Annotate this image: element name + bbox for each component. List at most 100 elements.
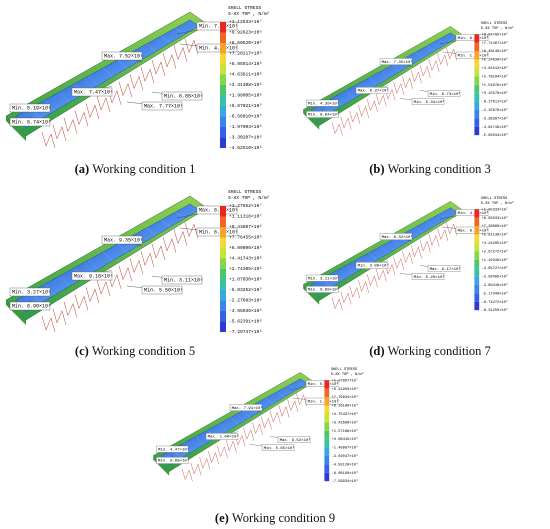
- mesh-line: [175, 27, 185, 35]
- support: [129, 74, 144, 91]
- legend-label: -2.03495×10⁶: [482, 275, 508, 280]
- mesh-line: [380, 71, 389, 79]
- annotation-box: [305, 397, 339, 405]
- colorbar-segment: [220, 43, 226, 54]
- caption: (e) Working condition 9: [215, 511, 335, 525]
- support: [140, 251, 155, 268]
- support: [85, 103, 100, 120]
- support: [129, 258, 144, 275]
- colorbar-segment: [474, 276, 480, 285]
- support: [419, 64, 431, 78]
- legend-label: -5.17349×10⁶: [482, 291, 508, 296]
- colorbar-segment: [474, 76, 480, 85]
- annotation: Max. 9.52×10⁶: [280, 437, 311, 443]
- annotation: Min. 5.34×10⁶: [414, 99, 445, 105]
- support: [162, 52, 177, 69]
- support: [428, 233, 440, 247]
- annotation: Min. 4.47×10⁶: [158, 447, 189, 453]
- support: [63, 301, 78, 318]
- legend-label: +4.24205×10⁶: [482, 241, 508, 246]
- colorbar-segment: [474, 259, 480, 269]
- legend-label: +9.31903×10⁶: [332, 387, 358, 392]
- colorbar-segment: [324, 447, 330, 456]
- annotation-box: [9, 103, 51, 113]
- support: [118, 81, 133, 98]
- annotation: Max. 8.37×10⁶: [358, 88, 389, 94]
- legend-label: +4.75437×10⁶: [332, 412, 358, 417]
- colorbar-segment: [220, 127, 226, 138]
- mesh-line: [438, 39, 447, 45]
- legend-label: +1.11316×10⁷: [229, 214, 262, 220]
- mesh-line: [88, 75, 99, 86]
- colorbar-segment: [474, 285, 480, 294]
- support: [367, 274, 378, 288]
- legend-label: +4.41743×10⁶: [229, 256, 262, 262]
- annotation: Min. 6.85×10⁶: [164, 94, 203, 100]
- legend-label: +1.07867×10⁷: [332, 378, 358, 383]
- annotation: Min. 5.19×10⁶: [12, 106, 51, 112]
- support: [367, 99, 378, 113]
- support: [340, 291, 352, 305]
- mesh-line: [219, 423, 227, 432]
- support: [184, 222, 199, 239]
- annotation-box: [277, 436, 311, 443]
- annotation: Max. 9.35×10⁶: [104, 238, 143, 244]
- colorbar-segment: [220, 22, 226, 33]
- legend-label: +1.54876×10⁶: [482, 83, 508, 88]
- support: [184, 38, 199, 55]
- colorbar-segment: [474, 59, 480, 68]
- colorbar-segment: [220, 290, 226, 301]
- support: [393, 257, 405, 270]
- annotation: Min. 0.88×10⁶: [308, 287, 339, 293]
- colorbar-segment: [220, 74, 226, 85]
- caption-text: Working condition 7: [388, 344, 491, 358]
- colorbar-segment: [220, 32, 226, 43]
- legend-title: S-XX TOP , N/m²: [228, 195, 270, 201]
- mesh-line: [88, 259, 99, 270]
- support: [41, 315, 56, 333]
- mesh-line: [102, 251, 113, 262]
- caption-text: Working condition 5: [92, 344, 195, 358]
- support: [151, 59, 166, 77]
- mesh-line: [146, 43, 156, 52]
- colorbar-segment: [220, 95, 226, 106]
- colorbar-segment: [220, 116, 226, 127]
- colorbar-segment: [474, 93, 480, 102]
- support: [63, 117, 78, 134]
- support: [173, 229, 188, 246]
- legend-label: +7.71467×10⁶: [482, 41, 508, 46]
- colorbar-segment: [474, 126, 480, 136]
- legend-label: +8.60520×10⁶: [229, 40, 262, 46]
- colorbar-segment: [474, 217, 480, 227]
- colorbar-segment: [474, 34, 480, 43]
- colorbar-segment: [220, 64, 226, 75]
- colorbar-segment: [220, 300, 226, 311]
- legend-title: SHELL STRESS: [228, 5, 261, 11]
- annotation: Max. 1.00×10⁶: [208, 434, 239, 440]
- annotation: Max. 7.47×10⁶: [74, 90, 113, 96]
- annotation: Min. 5.65×10⁶: [264, 445, 295, 451]
- support: [331, 297, 343, 311]
- caption: (c) Working condition 5: [75, 344, 195, 358]
- legend-label: +5.81136×10⁶: [482, 233, 508, 238]
- annotation-box: [161, 91, 203, 101]
- colorbar-segment: [220, 85, 226, 96]
- legend-label: -7.29747×10⁶: [229, 329, 262, 335]
- annotation: Max. 9.18×10⁶: [74, 274, 113, 280]
- legend-title: S-XX TOP , N/m²: [481, 26, 514, 31]
- colorbar-segment: [220, 106, 226, 117]
- mesh-line: [415, 51, 424, 59]
- legend-label: -7.58934×10⁶: [332, 479, 358, 484]
- legend-label: +6.67021×10⁵: [229, 103, 262, 109]
- caption-tag: (a): [75, 162, 90, 176]
- colorbar-segment: [474, 68, 480, 77]
- annotation: Min. 8.73×10⁶: [430, 91, 461, 97]
- support: [375, 93, 387, 107]
- mesh-line: [117, 243, 128, 253]
- legend-title: SHELL STRESS: [481, 197, 508, 201]
- support: [85, 287, 100, 304]
- annotation-box: [101, 51, 143, 61]
- support: [162, 236, 177, 253]
- mesh-line: [277, 391, 285, 398]
- caption-text: Working condition 9: [232, 511, 335, 525]
